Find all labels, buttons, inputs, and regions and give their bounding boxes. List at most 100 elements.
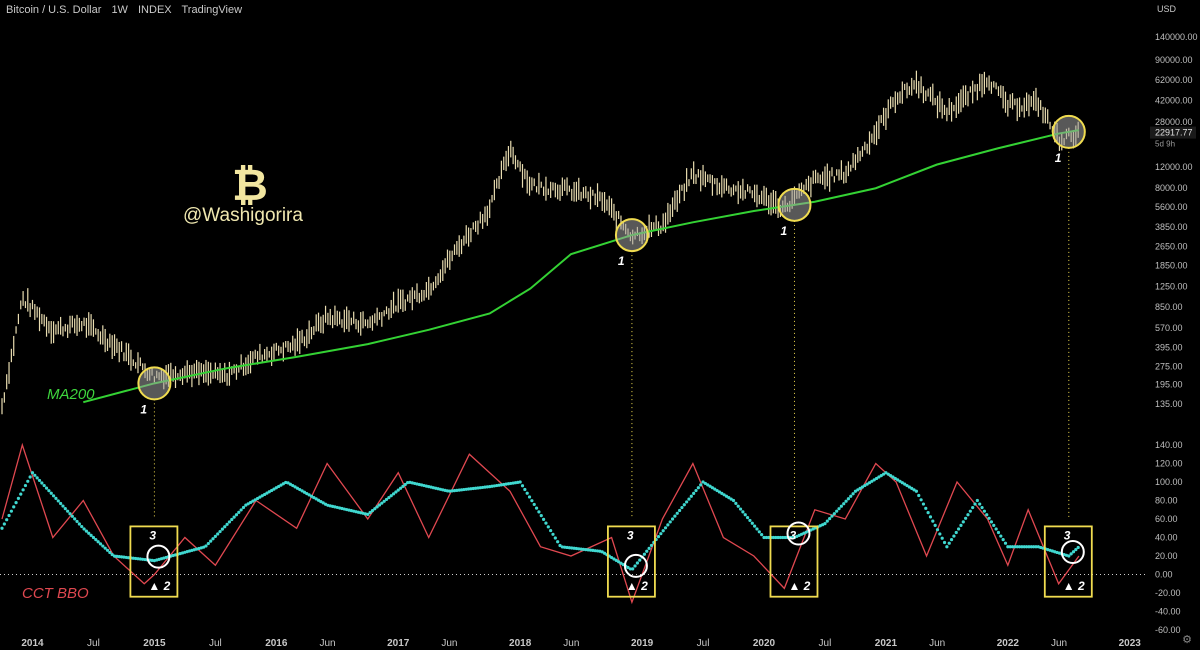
signal-dot [863,483,867,488]
signal-dot [474,486,478,490]
signal-dot [452,489,457,493]
signal-dot [776,535,780,540]
signal-dot [1003,541,1008,545]
signal-dot [506,482,511,486]
signal-dot [42,483,46,488]
signal-dot [534,506,539,510]
symbol-name[interactable]: Bitcoin / U.S. Dollar [6,4,102,16]
signal-dot [968,509,972,513]
interval[interactable]: 1W [111,4,128,16]
cct-tick-label: 60.00 [1155,514,1178,524]
signal-dot [572,546,576,550]
signal-dot [9,509,13,513]
signal-dot [260,494,264,498]
settings-gear-icon[interactable]: ⚙ [1182,634,1192,646]
signal-dot [80,524,84,529]
signal-dot [33,473,37,477]
x-tick-label: 2016 [265,638,288,649]
signal-dot [832,512,836,516]
signal-dot [1027,545,1031,549]
signal-box [607,525,656,598]
signal-dot [382,499,386,503]
signal-dot [729,497,733,501]
x-tick-label: Jun [319,638,335,649]
signal-dot [551,532,555,536]
signal-dot [138,557,142,561]
signal-dot [835,509,839,513]
signal-dot [495,483,499,488]
signal-dot [919,498,923,502]
signal-dot [403,482,407,487]
signal-dot [961,520,965,524]
signal-dot [602,551,607,555]
data-source: INDEX [138,4,172,16]
signal-dot [1074,547,1078,552]
signal-dot [917,493,921,498]
signal-dot [612,557,616,561]
touch-circle [137,366,172,401]
signal-dot [23,483,28,488]
signal-dot [401,484,405,488]
signal-dot [673,514,677,518]
signal-dot [964,516,968,520]
signal-dot [56,499,60,503]
signal-dot [940,536,944,540]
box-label-top: 3 [789,528,796,542]
signal-dot [823,522,827,526]
signal-dot [450,489,454,493]
signal-dot [19,492,23,496]
signal-dot [971,506,975,510]
price-tick-label: 275.00 [1155,361,1183,371]
signal-circle [146,544,171,569]
signal-dot [119,555,124,559]
signal-dot [143,557,147,562]
signal-dot [309,494,314,498]
signal-dot [272,487,276,491]
signal-dot [842,502,846,506]
touch-label: 1 [780,224,787,238]
signal-dot [727,496,731,500]
signal-dot [131,556,135,560]
signal-dot [255,496,260,501]
signal-dot [750,521,754,525]
ma200-line [83,129,1080,404]
signal-dot [251,499,255,503]
signal-circle [1060,540,1085,564]
signal-dot [635,561,639,565]
x-tick-label: 2018 [509,638,532,649]
signal-dot [319,499,323,504]
touch-circle [614,218,649,253]
signal-dot [2,522,6,526]
signal-dot [117,555,121,559]
signal-dot [884,471,888,475]
signal-dot [89,533,93,537]
signal-dot [28,475,32,479]
x-tick-label: Jun [929,638,945,649]
signal-dot [753,524,757,528]
signal-dot [30,471,35,475]
signal-dot [661,529,665,533]
signal-dot [703,481,707,486]
signal-dot [713,487,717,491]
countdown-label: 5d 9h [1155,140,1175,149]
signal-dot [112,554,117,558]
signal-dot [856,488,860,492]
signal-dot [717,490,722,494]
signal-dot [380,501,384,505]
signal-dot [743,513,747,517]
signal-dot [532,502,536,507]
signal-dot [957,527,961,531]
signal-dot [307,493,311,497]
signal-dot [687,497,691,501]
signal-dot [237,510,241,514]
signal-dot [232,515,236,519]
signal-dot [35,476,39,480]
author-handle: @Washigorira [183,205,303,226]
signal-dot [1071,550,1076,554]
signal-dot [699,483,703,487]
signal-dot [760,533,764,537]
signal-dot [1008,545,1012,549]
signal-dot [748,518,752,523]
signal-dot [101,544,105,548]
